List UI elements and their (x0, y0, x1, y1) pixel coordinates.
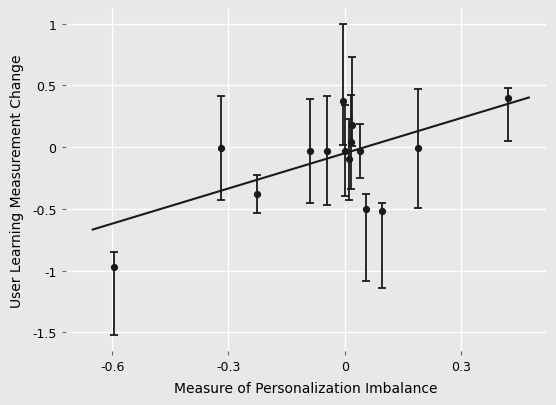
X-axis label: Measure of Personalization Imbalance: Measure of Personalization Imbalance (174, 382, 438, 395)
Y-axis label: User Learning Measurement Change: User Learning Measurement Change (9, 54, 24, 307)
